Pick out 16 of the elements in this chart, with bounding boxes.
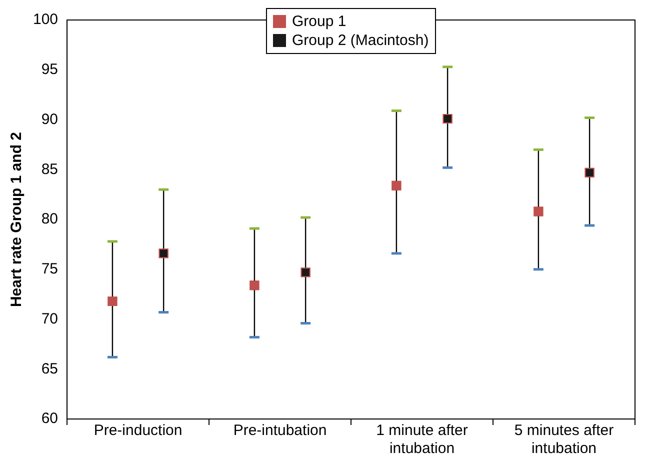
y-axis-title: Heart rate Group 1 and 2 bbox=[8, 132, 26, 308]
legend-label: Group 2 (Macintosh) bbox=[292, 32, 429, 49]
y-tick-label: 85 bbox=[41, 160, 58, 178]
y-tick-label: 80 bbox=[41, 210, 58, 228]
y-tick-label: 100 bbox=[32, 11, 58, 28]
y-tick-label: 95 bbox=[41, 61, 58, 78]
y-tick-label: 60 bbox=[41, 410, 58, 428]
y-tick-label: 70 bbox=[41, 310, 58, 328]
y-tick-label: 65 bbox=[41, 360, 58, 378]
legend-label: Group 1 bbox=[292, 13, 346, 30]
x-tick-label: 1 minute after intubation bbox=[376, 422, 468, 458]
x-tick-label: 5 minutes after intubation bbox=[514, 422, 614, 458]
x-tick-label: Pre-induction bbox=[94, 422, 182, 440]
y-tick-label: 75 bbox=[41, 260, 58, 278]
y-tick-label: 90 bbox=[41, 110, 58, 128]
x-tick-label: Pre-intubation bbox=[233, 422, 327, 440]
